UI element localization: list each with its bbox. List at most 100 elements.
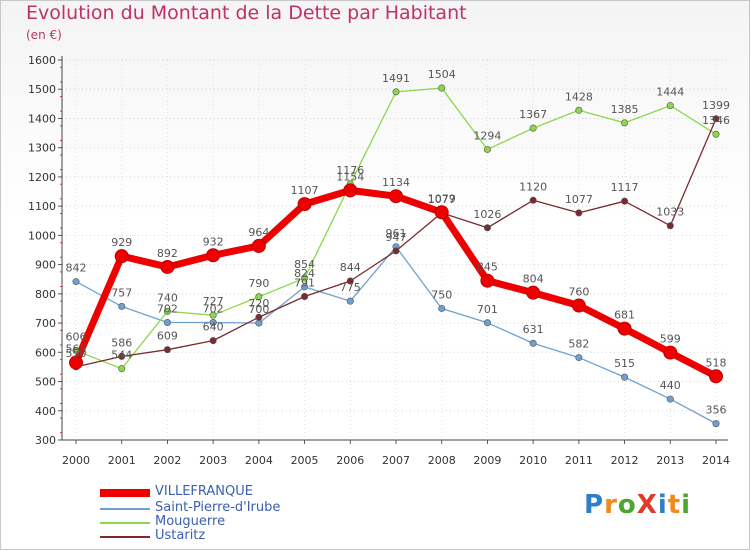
y-tick-label: 1300 (28, 142, 56, 155)
data-point-saint-pierre-d-irube (209, 318, 217, 326)
data-point-mouguerre (438, 84, 446, 92)
data-label-ustaritz: 1026 (473, 208, 501, 221)
data-point-villefranque (343, 183, 358, 198)
data-label-ustaritz: 640 (203, 321, 224, 334)
y-tick-label: 600 (35, 346, 56, 359)
x-tick-label: 2005 (291, 454, 319, 467)
data-label-ustaritz: 720 (248, 297, 269, 310)
data-label-villefranque: 964 (248, 226, 269, 239)
legend-label-saint-pierre: Saint-Pierre-d'Irube (155, 500, 281, 515)
data-label-ustaritz: 844 (340, 261, 361, 274)
y-tick-label: 900 (35, 259, 56, 272)
data-point-mouguerre (483, 145, 491, 153)
data-point-villefranque (251, 238, 266, 253)
data-point-ustaritz (575, 209, 583, 217)
x-tick-label: 2011 (565, 454, 593, 467)
data-label-villefranque: 681 (614, 309, 635, 322)
data-point-saint-pierre-d-irube (438, 304, 446, 312)
y-tick-label: 300 (35, 434, 56, 447)
data-label-mouguerre: 1491 (382, 72, 410, 85)
data-point-villefranque (709, 369, 723, 384)
proxiti-logo: ProXiti (584, 490, 692, 520)
data-label-ustaritz: 1120 (519, 180, 547, 193)
x-tick-label: 2012 (611, 454, 639, 467)
data-point-villefranque (480, 273, 495, 288)
data-label-saint-pierre-d-irube: 700 (248, 303, 269, 316)
legend-item-saint-pierre: Saint-Pierre-d'Irube (100, 500, 360, 516)
data-label-villefranque: 845 (477, 261, 498, 274)
data-point-ustaritz (255, 313, 263, 321)
y-tick-label: 1100 (28, 200, 56, 213)
data-point-saint-pierre-d-irube (163, 318, 171, 326)
unit-label: (en €) (26, 28, 62, 42)
data-label-villefranque: 1079 (428, 192, 456, 205)
data-label-ustaritz: 1077 (428, 193, 456, 206)
data-label-saint-pierre-d-irube: 702 (157, 302, 178, 315)
data-label-villefranque: 518 (706, 356, 727, 369)
legend-label-ustaritz: Ustaritz (155, 528, 206, 543)
legend-swatch-villefranque (100, 489, 150, 497)
data-point-ustaritz (529, 196, 537, 204)
y-tick-label: 1000 (28, 229, 56, 242)
data-label-villefranque: 892 (157, 247, 178, 260)
data-label-saint-pierre-d-irube: 750 (431, 288, 452, 301)
y-tick-label: 1500 (28, 83, 56, 96)
data-point-saint-pierre-d-irube (666, 395, 674, 403)
data-label-mouguerre: 544 (111, 349, 132, 362)
data-point-mouguerre (666, 102, 674, 110)
legend-item-ustaritz: Ustaritz (100, 528, 360, 544)
data-point-mouguerre (392, 88, 400, 96)
data-label-villefranque: 804 (523, 273, 544, 286)
data-point-ustaritz (666, 222, 674, 230)
data-label-mouguerre: 1385 (611, 103, 639, 116)
data-label-mouguerre: 1346 (702, 114, 730, 127)
data-label-saint-pierre-d-irube: 961 (386, 227, 407, 240)
data-point-saint-pierre-d-irube (529, 339, 537, 347)
x-tick-label: 2010 (519, 454, 547, 467)
data-point-villefranque (389, 189, 403, 204)
data-point-mouguerre (72, 347, 80, 355)
data-label-mouguerre: 606 (66, 331, 87, 344)
data-point-mouguerre (209, 311, 217, 319)
data-label-ustaritz: 550 (66, 347, 87, 360)
data-point-mouguerre (118, 365, 126, 373)
data-point-ustaritz (346, 277, 354, 285)
data-label-mouguerre: 727 (203, 295, 224, 308)
data-label-villefranque: 1134 (382, 176, 410, 189)
legend-label-villefranque: VILLEFRANQUE (155, 484, 253, 499)
x-tick-label: 2006 (336, 454, 364, 467)
data-point-saint-pierre-d-irube (575, 354, 583, 362)
data-point-saint-pierre-d-irube (712, 420, 720, 428)
data-point-ustaritz (301, 292, 309, 300)
data-label-ustaritz: 609 (157, 330, 178, 343)
data-label-villefranque: 565 (66, 343, 87, 356)
x-tick-label: 2013 (656, 454, 684, 467)
x-tick-label: 2000 (62, 454, 90, 467)
data-point-villefranque (114, 249, 129, 264)
legend-swatch-mouguerre (100, 522, 150, 524)
data-label-villefranque: 760 (568, 286, 589, 299)
data-label-saint-pierre-d-irube: 356 (706, 404, 727, 417)
y-tick-label: 1600 (28, 54, 56, 67)
data-point-mouguerre (163, 307, 171, 315)
data-label-mouguerre: 740 (157, 291, 178, 304)
data-point-villefranque (617, 321, 632, 336)
chart-title: Evolution du Montant de la Dette par Hab… (26, 2, 467, 24)
data-label-mouguerre: 1504 (428, 68, 456, 81)
y-tick-label: 700 (35, 317, 56, 330)
x-tick-label: 2008 (428, 454, 456, 467)
data-label-villefranque: 1107 (291, 184, 319, 197)
data-point-ustaritz (392, 247, 400, 255)
data-point-mouguerre (529, 124, 537, 132)
data-label-ustaritz: 1117 (611, 181, 639, 194)
data-label-saint-pierre-d-irube: 582 (568, 338, 589, 351)
data-point-mouguerre (255, 293, 263, 301)
data-label-mouguerre: 1294 (473, 129, 501, 142)
legend-swatch-saint-pierre (100, 508, 150, 510)
data-point-villefranque (663, 345, 678, 360)
legend-swatch-ustaritz (100, 536, 150, 538)
data-point-mouguerre (301, 274, 309, 282)
data-point-ustaritz (163, 346, 171, 354)
data-label-saint-pierre-d-irube: 515 (614, 357, 635, 370)
x-tick-label: 2004 (245, 454, 273, 467)
